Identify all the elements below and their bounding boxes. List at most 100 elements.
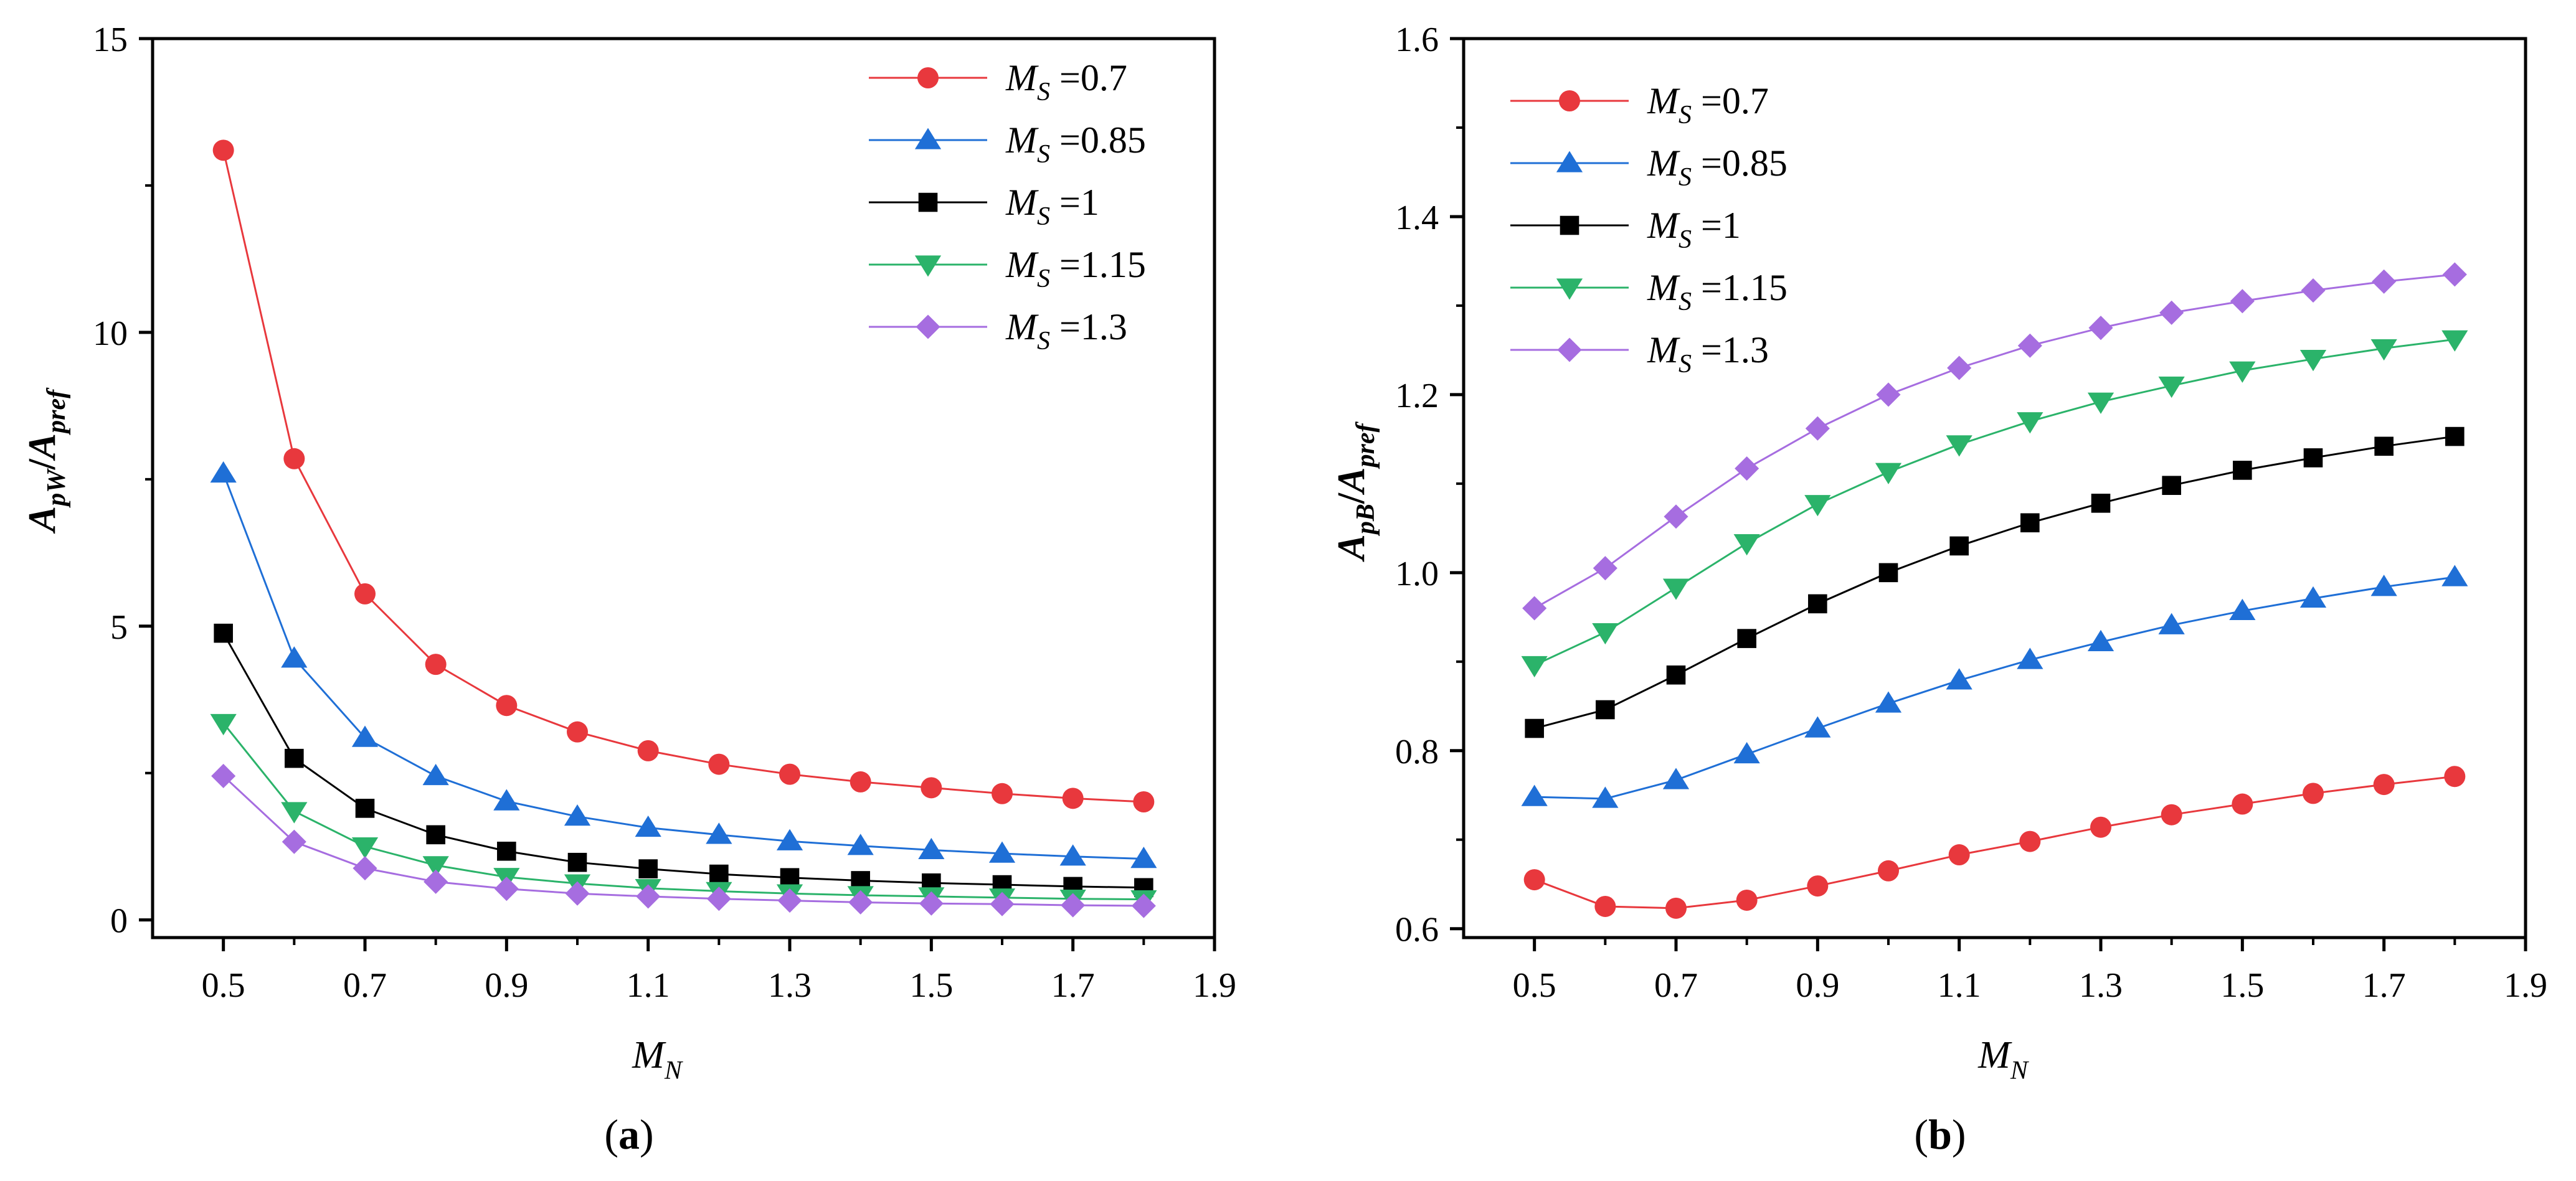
panel-b-series-3-point (2229, 361, 2256, 383)
panel-a-plot-frame (151, 37, 1216, 939)
panel-a-series-0-point (637, 740, 659, 761)
panel-b-series-0-point (1807, 875, 1829, 897)
panel-b-series-1-point (1521, 784, 1548, 806)
panel-b-series-2-line (1534, 435, 2455, 730)
panel-b-series-0-point (2019, 830, 2041, 852)
panel-a-series-0-point (850, 771, 871, 793)
panel-b: 0.5 0.7 0.9 1.1 1.3 1.5 1.7 1.9 0.6 0.8 1.0 1.2 1.4 1… (1330, 21, 2547, 1158)
panel-a-series-2-point (285, 748, 304, 768)
panel-b-series-1-point (1592, 786, 1619, 808)
panel-b-series-0-point (1878, 860, 1899, 882)
panel-b-x-tick-label: 1.1 (1938, 966, 1981, 1005)
panel-a-series-4-point (353, 856, 377, 881)
panel-b-x-tick-label: 1.9 (2504, 966, 2547, 1005)
panel-b-series-4-line (1533, 273, 2455, 609)
panel-a-legend-label: MS =0.7 (1005, 57, 1127, 106)
panel-a-y-tick-label: 15 (93, 21, 128, 59)
panel-b-series-0 (1523, 766, 2466, 919)
panel-b-y-tick-label: 1.2 (1395, 377, 1439, 415)
panel-a-series-4-point (706, 887, 731, 911)
panel-a-legend-item: MS =1.15 (869, 244, 1146, 293)
panel-a-legend-label: MS =1 (1005, 182, 1099, 231)
panel-b-series-4-point (2372, 269, 2397, 294)
panel-b-series-4-point (2301, 278, 2326, 303)
panel-a-series-2-point (567, 852, 587, 872)
panel-a-series-1-point (564, 804, 591, 826)
panel-b-series-3-point (2017, 412, 2043, 434)
panel-a-series-4-point (211, 763, 236, 789)
panel-b-x-tick-label: 1.5 (2220, 966, 2264, 1005)
panel-a-legend-label: MS =1.3 (1005, 306, 1127, 355)
panel-a-legend-item: MS =1 (869, 182, 1099, 231)
panel-b-series-0-point (1736, 889, 1758, 911)
panel-b-series-2-point (2233, 461, 2252, 480)
panel-b-legend-label: MS =1.3 (1647, 329, 1769, 379)
panel-b-y-axis-label: ApB/Apref (1330, 421, 1380, 563)
panel-a-series-0 (212, 139, 1155, 812)
panel-a-legend-item: MS =0.7 (869, 57, 1127, 106)
panel-a-series-0-point (496, 695, 518, 717)
panel-a-series-1-point (635, 815, 661, 837)
panel-a-series-2-line (222, 633, 1144, 889)
panel-b-series-2-point (1525, 718, 1544, 738)
panel-b-series-1-point (1662, 768, 1690, 789)
panel-b-ticks: 0.5 0.7 0.9 1.1 1.3 1.5 1.7 1.9 0.6 0.8 1.0 1.2 1.4 1… (1395, 21, 2547, 1005)
panel-b-series-4-point (1593, 556, 1617, 581)
panel-b-series-3-point (1521, 656, 1548, 678)
panel-b-series-0-point (1948, 844, 1970, 866)
panel-b-series-3-point (2087, 392, 2114, 414)
panel-a-series-2-point (426, 825, 445, 845)
panel-a-series-4-point (636, 884, 661, 909)
panel-a-x-tick-label: 1.5 (909, 966, 953, 1005)
panel-a-series-2-point (214, 623, 233, 643)
panel-a-legend-marker (916, 314, 940, 339)
panel-a-legend-marker (918, 192, 938, 212)
panel-a-y-axis-label: ApW/Apref (21, 387, 71, 534)
panel-a-series-0-point (354, 583, 376, 605)
panel-b-series-3-point (2370, 339, 2397, 361)
panel-a-series-0-point (1133, 791, 1155, 812)
panel-b-series-0-point (1594, 895, 1616, 917)
panel-b-series-2-point (1666, 665, 1686, 685)
panel-b-legend-label: MS =1 (1647, 205, 1741, 254)
panel-b-y-tick-label: 0.8 (1395, 733, 1439, 771)
panel-b-series (1521, 262, 2468, 919)
panel-a-series-0-line (222, 149, 1144, 803)
panel-a-series-3-line (222, 722, 1144, 901)
panel-b-series-4-point (2017, 333, 2042, 358)
panel-b-series-2-point (2374, 436, 2394, 456)
panel-b-series-3-point (2441, 330, 2468, 352)
panel-a-series-4-point (990, 892, 1015, 916)
panel-a-x-tick-label: 0.7 (343, 966, 387, 1005)
panel-a-series-2-point (497, 841, 516, 861)
panel-b-x-tick-label: 1.3 (2079, 966, 2123, 1005)
panel-b-series-0-point (2090, 816, 2111, 838)
panel-a-series-1-point (210, 461, 237, 483)
panel-a-series-4 (211, 763, 1156, 918)
panel-b-x-axis-label: MN (1977, 1034, 2029, 1085)
panel-a-caption: (a) (604, 1111, 653, 1158)
panel-b-series-4-point (1876, 382, 1901, 407)
panel-b-series-4-point (1522, 596, 1547, 621)
panel-a-series-4-point (1061, 893, 1086, 918)
panel-b-x-tick-label: 0.5 (1513, 966, 1556, 1005)
panel-b-series-2-point (1878, 563, 1898, 583)
panel-b-legend-marker (1559, 90, 1580, 111)
panel-a-legend-label: MS =1.15 (1005, 244, 1146, 293)
panel-b-series-2-point (2020, 513, 2040, 533)
panel-a-series-0-point (779, 763, 800, 785)
panel-a-legend-marker (917, 67, 939, 88)
panel-a-series-4-point (494, 877, 519, 901)
panel-a-series-4-point (919, 891, 944, 916)
panel-b-series-4-point (1664, 504, 1688, 529)
panel-a-legend-marker (914, 255, 942, 277)
panel-a-x-tick-label: 1.3 (768, 966, 812, 1005)
panel-b-series-3 (1521, 330, 2468, 678)
panel-b-series-1-point (1875, 691, 1902, 713)
panel-b-series-0-line (1534, 775, 2455, 910)
panel-b-series-1-line (1534, 576, 2455, 800)
panel-a-y-tick-label: 0 (110, 902, 128, 941)
panel-a-series-4-point (424, 869, 448, 894)
